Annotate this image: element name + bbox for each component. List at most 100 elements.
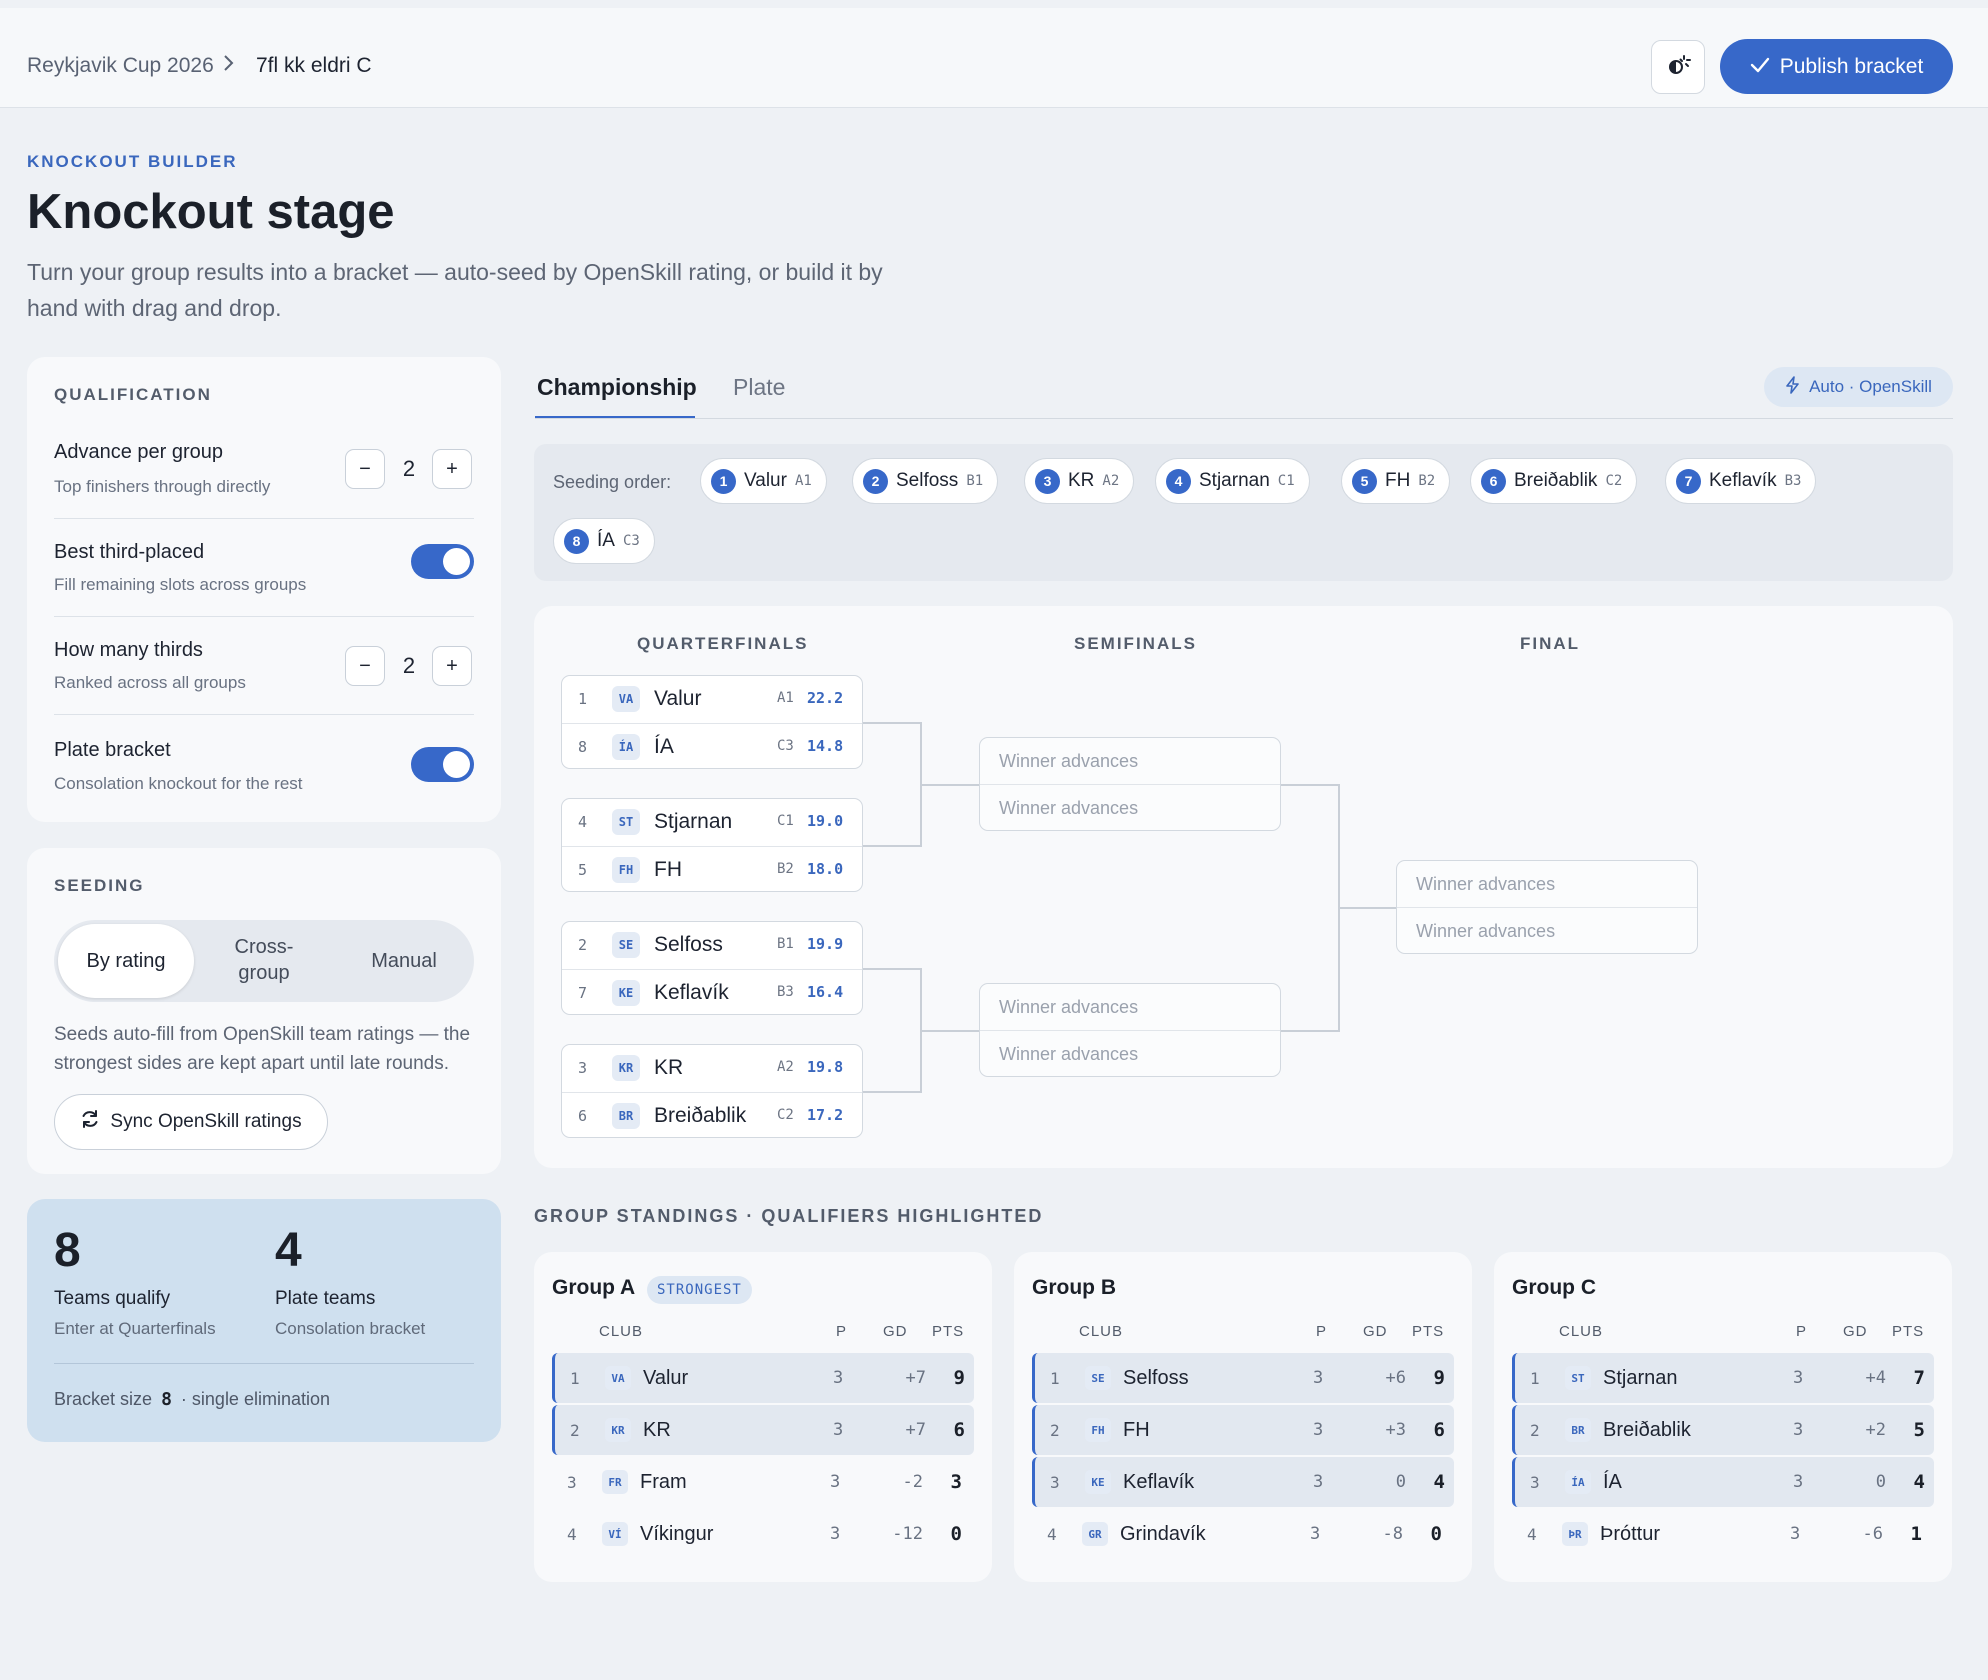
match-team-row[interactable]: 4 ST Stjarnan C1 19.0: [562, 799, 862, 845]
team-group-code: B2: [777, 861, 794, 877]
breadcrumb-tournament[interactable]: Reykjavik Cup 2026: [27, 54, 214, 77]
standings-row[interactable]: 1 SE Selfoss 3 +6 9: [1032, 1353, 1454, 1403]
final-slot[interactable]: Winner advances Winner advances: [1396, 860, 1698, 954]
seeding-option-manual[interactable]: Manual: [371, 950, 437, 972]
plate-bracket-toggle[interactable]: [411, 747, 474, 782]
round-final-heading: FINAL: [1520, 634, 1581, 653]
advance-decrement-button[interactable]: −: [345, 449, 385, 489]
points: 9: [953, 1367, 965, 1389]
auto-openskill-label: Auto · OpenSkill: [1809, 377, 1932, 396]
played: 3: [1313, 1472, 1324, 1492]
page-title: Knockout stage: [27, 185, 395, 239]
standings-row[interactable]: 2 KR KR 3 +7 6: [552, 1405, 974, 1455]
row-position: 1: [570, 1369, 580, 1388]
refresh-icon: [80, 1109, 100, 1135]
best-third-toggle[interactable]: [411, 544, 474, 579]
club-name: Fram: [640, 1471, 687, 1493]
seed-chip[interactable]: 5 FH B2: [1341, 458, 1451, 504]
advance-value: 2: [402, 456, 416, 481]
seed-team-name: FH: [1385, 470, 1411, 491]
bracket-connector: [920, 1030, 979, 1032]
played: 3: [833, 1420, 844, 1440]
club-badge: VÍ: [602, 1522, 628, 1546]
match-team-row[interactable]: 7 KE Keflavík B3 16.4: [562, 969, 862, 1015]
team-rating: 14.8: [807, 737, 844, 755]
standings-row[interactable]: 1 VA Valur 3 +7 9: [552, 1353, 974, 1403]
seed-chip[interactable]: 4 Stjarnan C1: [1155, 458, 1310, 504]
match-team-row[interactable]: 2 SE Selfoss B1 19.9: [562, 922, 862, 968]
seed-chip[interactable]: 3 KR A2: [1024, 458, 1135, 504]
thirds-increment-button[interactable]: +: [432, 646, 472, 686]
seeding-option-by-rating[interactable]: By rating: [58, 924, 194, 998]
publish-bracket-button[interactable]: Publish bracket: [1720, 39, 1953, 94]
match-team-row[interactable]: 8 ÍA ÍA C3 14.8: [562, 723, 862, 769]
col-points: PTS: [932, 1323, 965, 1340]
row-position: 1: [1050, 1369, 1060, 1388]
match-team-row[interactable]: 1 VA Valur A1 22.2: [562, 676, 862, 722]
page-description: Turn your group results into a bracket —…: [27, 259, 883, 321]
club-badge: KR: [605, 1418, 631, 1442]
summary-card: 8 Teams qualify Enter at Quarterfinals 4…: [27, 1199, 501, 1442]
seed-chip[interactable]: 6 Breiðablik C2: [1470, 458, 1638, 504]
standings-row[interactable]: 2 FH FH 3 +3 6: [1032, 1405, 1454, 1455]
standings-row[interactable]: 4 GR Grindavík 3 -8 0: [1032, 1509, 1454, 1559]
qualification-card: QUALIFICATION Advance per group Top fini…: [27, 357, 501, 822]
seed-chip[interactable]: 2 Selfoss B1: [852, 458, 999, 504]
group-card: Group B CLUB P GD PTS 1 SE Selfoss 3 +6 9 2 FH FH 3 +3 6…: [1014, 1252, 1472, 1582]
auto-openskill-button[interactable]: Auto · OpenSkill: [1764, 367, 1953, 407]
standings-row[interactable]: 2 BR Breiðablik 3 +2 5: [1512, 1405, 1934, 1455]
quarterfinal-match: 2 SE Selfoss B1 19.9 7 KE Keflavík B3 16.4: [561, 921, 863, 1015]
played: 3: [830, 1524, 841, 1544]
standings-row[interactable]: 3 ÍA ÍA 3 0 4: [1512, 1457, 1934, 1507]
standings-row[interactable]: 4 VÍ Víkingur 3 -12 0: [552, 1509, 974, 1559]
team-badge: ST: [612, 809, 640, 835]
seed-group-code: A1: [794, 473, 812, 489]
standings-row[interactable]: 1 ST Stjarnan 3 +4 7: [1512, 1353, 1934, 1403]
thirds-decrement-button[interactable]: −: [345, 646, 385, 686]
advance-sub: Top finishers through directly: [54, 477, 271, 496]
bracket-connector: [863, 845, 921, 847]
quarterfinal-match: 1 VA Valur A1 22.2 8 ÍA ÍA C3 14.8: [561, 675, 863, 769]
round-quarterfinals-heading: QUARTERFINALS: [637, 634, 809, 653]
team-rating: 18.0: [807, 860, 844, 878]
semifinal-slot[interactable]: Winner advances Winner advances: [979, 737, 1281, 831]
divider: [54, 1363, 474, 1364]
team-name: ÍA: [654, 735, 674, 758]
team-name: Selfoss: [654, 933, 723, 956]
seeding-option-cross-group[interactable]: Cross- group: [234, 936, 294, 984]
bracket-connector: [1281, 1030, 1339, 1032]
club-name: KR: [643, 1419, 671, 1441]
team-seed: 6: [578, 1107, 588, 1125]
match-team-row[interactable]: 5 FH FH B2 18.0: [562, 846, 862, 892]
theme-toggle-button[interactable]: [1651, 40, 1705, 94]
match-team-row[interactable]: 3 KR KR A2 19.8: [562, 1045, 862, 1091]
team-badge: FH: [612, 857, 640, 883]
advance-increment-button[interactable]: +: [432, 449, 472, 489]
slot-divider: [1397, 907, 1697, 908]
match-team-row[interactable]: 6 BR Breiðablik C2 17.2: [562, 1092, 862, 1138]
sync-openskill-button[interactable]: Sync OpenSkill ratings: [54, 1094, 328, 1150]
tab-championship[interactable]: Championship: [537, 374, 697, 400]
row-position: 4: [567, 1525, 577, 1544]
seed-team-name: Selfoss: [896, 470, 959, 491]
team-badge: KE: [612, 980, 640, 1006]
seed-chip[interactable]: 1 Valur A1: [700, 458, 827, 504]
played: 3: [1790, 1524, 1801, 1544]
slot-divider: [980, 1030, 1280, 1031]
standings-row[interactable]: 4 ÞR Þróttur 3 -6 1: [1512, 1509, 1934, 1559]
bracket-type: · single elimination: [180, 1389, 330, 1409]
seed-chip[interactable]: 7 Keflavík B3: [1665, 458, 1817, 504]
standings-row[interactable]: 3 KE Keflavík 3 0 4: [1032, 1457, 1454, 1507]
points: 6: [953, 1419, 965, 1441]
winner-placeholder: Winner advances: [1416, 874, 1556, 894]
standings-row[interactable]: 3 FR Fram 3 -2 3: [552, 1457, 974, 1507]
seed-chip[interactable]: 8 ÍA C3: [553, 518, 655, 564]
club-name: Víkingur: [640, 1523, 714, 1545]
group-card: Group A STRONGEST CLUB P GD PTS 1 VA Valur 3 +7 9 2 K…: [534, 1252, 992, 1582]
tab-plate[interactable]: Plate: [733, 374, 786, 400]
semifinal-slot[interactable]: Winner advances Winner advances: [979, 983, 1281, 1077]
seed-number: 5: [1352, 468, 1377, 494]
page-eyebrow: KNOCKOUT BUILDER: [27, 152, 238, 171]
club-name: FH: [1123, 1419, 1150, 1441]
team-rating: 19.8: [807, 1058, 844, 1076]
